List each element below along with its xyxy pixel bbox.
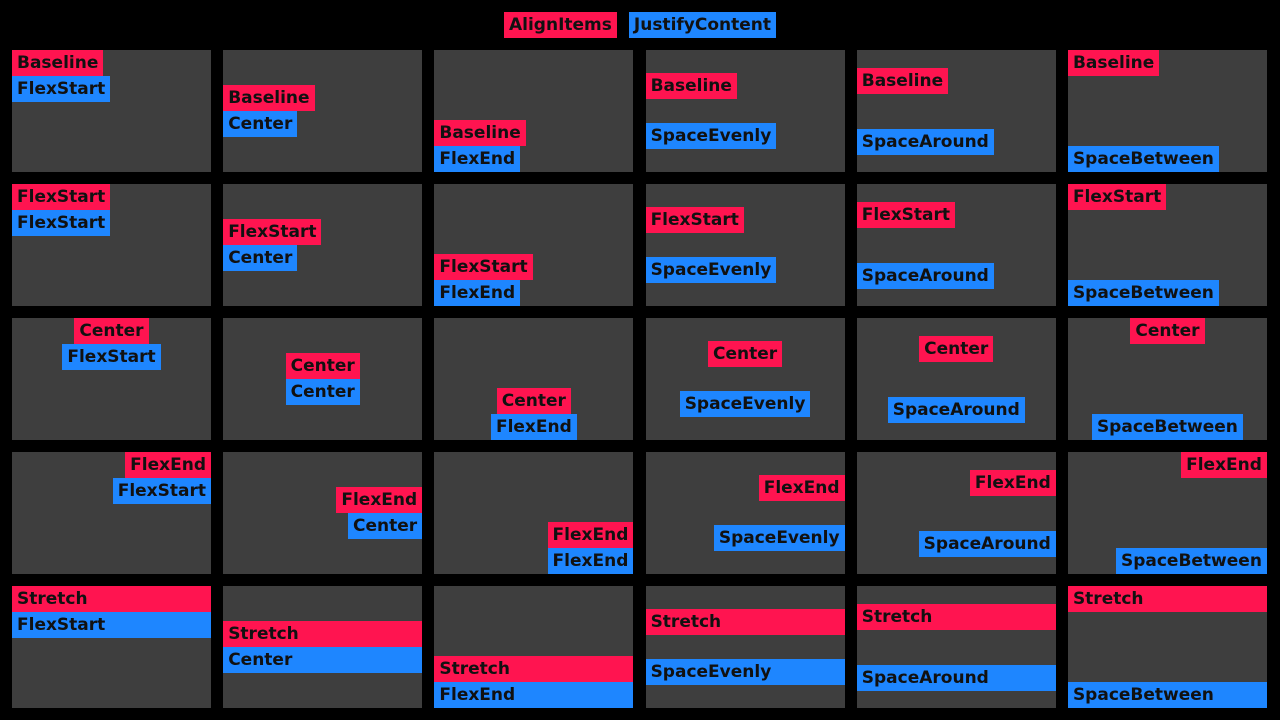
align-items-tag: Baseline (645, 73, 737, 100)
demo-cell: Stretch SpaceBetween (1067, 586, 1267, 708)
justify-content-tag: FlexStart (12, 612, 211, 638)
demo-cell: FlexEnd Center (223, 452, 423, 574)
demo-cell: Center FlexStart (12, 318, 211, 440)
demo-cell: Center SpaceBetween (1067, 318, 1267, 440)
align-items-tag: FlexEnd (547, 522, 634, 548)
legend: AlignItems JustifyContent (0, 12, 1280, 38)
align-items-tag: FlexStart (645, 207, 744, 234)
align-items-tag: Stretch (223, 621, 423, 647)
justify-content-tag: SpaceEvenly (645, 122, 777, 149)
align-items-tag: Center (707, 341, 783, 368)
demo-cell: Baseline SpaceEvenly (645, 50, 845, 172)
legend-justify-content-label: JustifyContent (628, 12, 777, 38)
demo-cell: FlexEnd FlexEnd (434, 452, 634, 574)
align-items-tag: Stretch (434, 656, 634, 682)
align-items-tag: FlexStart (223, 219, 322, 245)
align-items-tag: FlexEnd (125, 452, 211, 478)
justify-content-tag: Center (348, 513, 423, 539)
justify-content-tag: SpaceBetween (1091, 414, 1243, 440)
demo-cell: FlexEnd FlexStart (12, 452, 211, 574)
demo-cell: FlexStart SpaceBetween (1067, 184, 1267, 306)
demo-cell: Baseline SpaceAround (856, 50, 1056, 172)
align-items-tag: FlexStart (12, 184, 111, 210)
demo-cell: FlexEnd SpaceBetween (1067, 452, 1267, 574)
align-items-tag: Center (285, 353, 360, 379)
align-items-tag: Baseline (12, 50, 104, 76)
justify-content-tag: SpaceEvenly (679, 390, 811, 417)
demo-cell: Center FlexEnd (434, 318, 634, 440)
demo-cell: Baseline SpaceBetween (1067, 50, 1267, 172)
align-items-tag: Stretch (645, 609, 845, 636)
justify-content-tag: Center (223, 111, 298, 137)
justify-content-tag: Center (285, 379, 360, 405)
align-items-tag: Baseline (856, 67, 949, 94)
justify-content-tag: SpaceBetween (1115, 548, 1267, 574)
justify-content-tag: FlexStart (112, 478, 211, 504)
demo-cell: Stretch Center (223, 586, 423, 708)
flexbox-demo-grid: Baseline FlexStart Baseline Center Baseline F… (12, 50, 1267, 708)
justify-content-tag: SpaceBetween (1067, 280, 1219, 306)
justify-content-tag: SpaceEvenly (645, 658, 845, 685)
legend-align-items-label: AlignItems (503, 12, 617, 38)
align-items-tag: Baseline (223, 85, 315, 111)
align-items-tag: Center (496, 388, 571, 414)
justify-content-tag: SpaceAround (887, 396, 1025, 423)
demo-cell: Stretch SpaceEvenly (645, 586, 845, 708)
align-items-tag: Stretch (856, 603, 1056, 630)
justify-content-tag: FlexEnd (547, 548, 634, 574)
demo-cell: Stretch FlexStart (12, 586, 211, 708)
align-items-tag: FlexEnd (336, 487, 423, 513)
align-items-tag: Stretch (12, 586, 211, 612)
justify-content-tag: SpaceEvenly (713, 524, 845, 551)
demo-cell: Baseline FlexStart (12, 50, 211, 172)
align-items-tag: Stretch (1067, 586, 1267, 612)
demo-cell: FlexStart SpaceEvenly (645, 184, 845, 306)
justify-content-tag: FlexStart (12, 210, 111, 236)
align-items-tag: FlexEnd (969, 469, 1056, 496)
align-items-tag: Center (74, 318, 149, 344)
justify-content-tag: FlexEnd (434, 280, 521, 306)
align-items-tag: FlexStart (1067, 184, 1167, 210)
justify-content-tag: SpaceBetween (1067, 682, 1267, 708)
align-items-tag: Baseline (1067, 50, 1160, 76)
justify-content-tag: FlexEnd (490, 414, 577, 440)
justify-content-tag: SpaceAround (856, 128, 994, 155)
demo-cell: FlexStart SpaceAround (856, 184, 1056, 306)
justify-content-tag: FlexStart (62, 344, 161, 370)
justify-content-tag: SpaceAround (918, 530, 1056, 557)
justify-content-tag: SpaceAround (856, 262, 994, 289)
justify-content-tag: FlexStart (12, 76, 111, 102)
demo-cell: FlexStart FlexStart (12, 184, 211, 306)
justify-content-tag: SpaceAround (856, 664, 1056, 691)
align-items-tag: FlexStart (434, 254, 533, 280)
demo-cell: Stretch FlexEnd (434, 586, 634, 708)
align-items-tag: Center (919, 335, 994, 362)
demo-cell: Stretch SpaceAround (856, 586, 1056, 708)
align-items-tag: Baseline (434, 120, 526, 146)
demo-cell: Baseline Center (223, 50, 423, 172)
demo-cell: FlexStart Center (223, 184, 423, 306)
align-items-tag: FlexEnd (1181, 452, 1267, 478)
demo-cell: FlexEnd SpaceEvenly (645, 452, 845, 574)
demo-cell: FlexEnd SpaceAround (856, 452, 1056, 574)
demo-cell: Baseline FlexEnd (434, 50, 634, 172)
demo-cell: Center Center (223, 318, 423, 440)
justify-content-tag: FlexEnd (434, 682, 634, 708)
align-items-tag: Center (1130, 318, 1205, 344)
justify-content-tag: SpaceBetween (1067, 146, 1219, 172)
demo-cell: FlexStart FlexEnd (434, 184, 634, 306)
justify-content-tag: Center (223, 647, 423, 673)
justify-content-tag: SpaceEvenly (645, 256, 777, 283)
justify-content-tag: Center (223, 245, 298, 271)
demo-cell: Center SpaceAround (856, 318, 1056, 440)
demo-cell: Center SpaceEvenly (645, 318, 845, 440)
align-items-tag: FlexEnd (758, 475, 845, 502)
justify-content-tag: FlexEnd (434, 146, 521, 172)
align-items-tag: FlexStart (856, 201, 956, 228)
